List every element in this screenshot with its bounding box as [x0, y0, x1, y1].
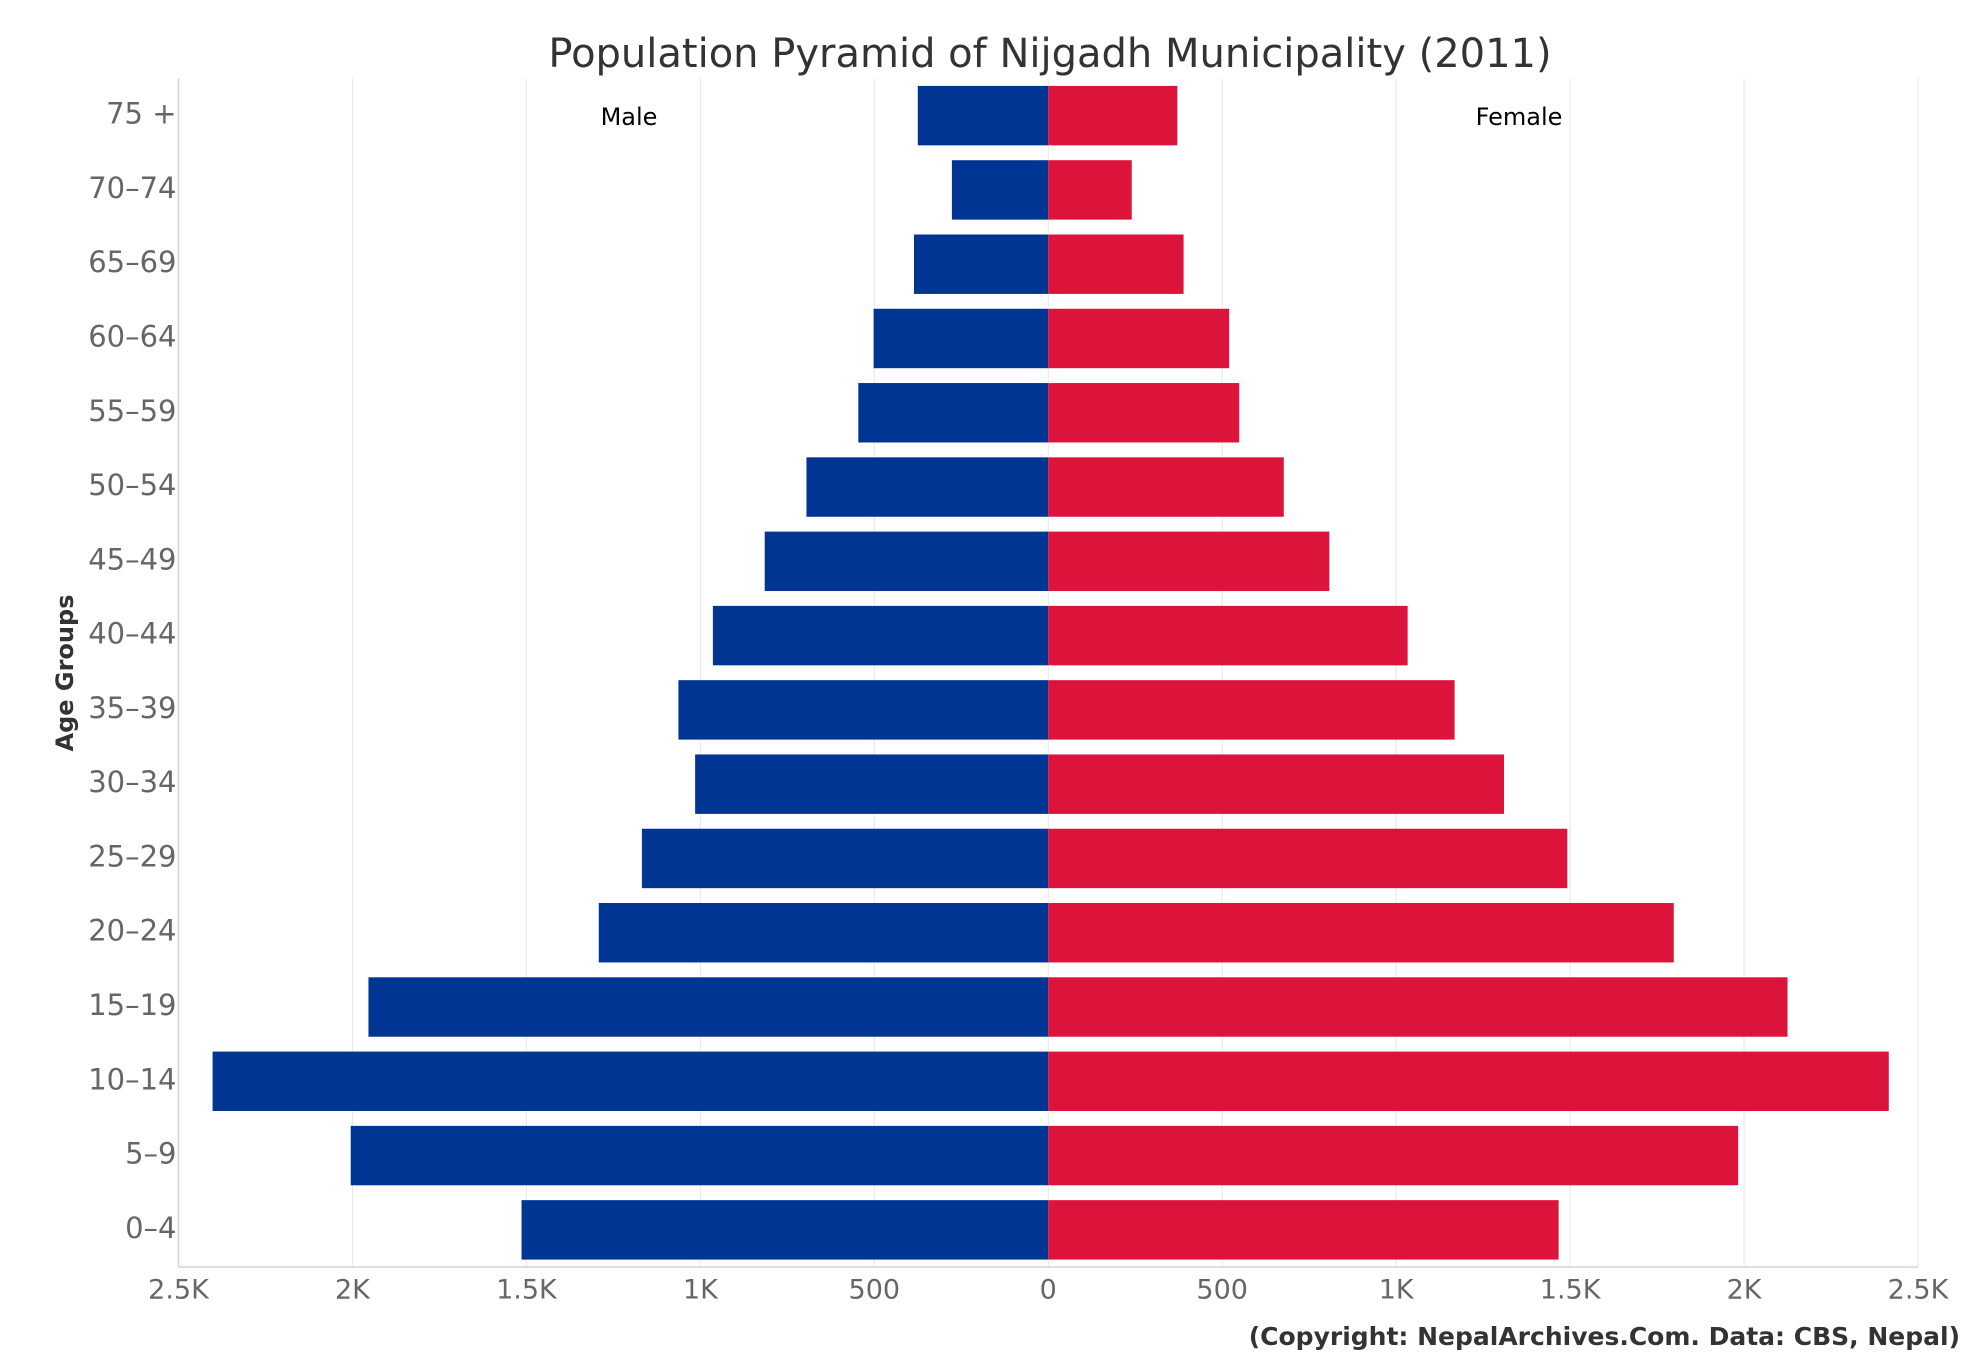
y-tick-label: 35–39 [88, 691, 176, 725]
x-tick-label: 2K [1727, 1275, 1763, 1306]
bar [1048, 605, 1408, 666]
bar [806, 457, 1049, 517]
x-tick-label: 1K [1379, 1275, 1415, 1306]
bar [873, 308, 1049, 369]
bar [1048, 680, 1455, 740]
bar [521, 1200, 1049, 1260]
bar [1048, 1051, 1889, 1112]
y-tick-label: 0–4 [125, 1211, 176, 1245]
bar [598, 903, 1049, 963]
bar [917, 85, 1049, 146]
y-tick-label: 30–34 [88, 765, 176, 799]
y-tick-label: 15–19 [88, 988, 176, 1022]
bar [1048, 754, 1504, 814]
bar [368, 977, 1049, 1037]
y-tick-label: 45–49 [88, 542, 176, 576]
bar [695, 754, 1049, 814]
bar [1048, 1200, 1559, 1260]
bar [1048, 160, 1132, 220]
x-tick-label: 2.5K [148, 1275, 210, 1306]
bar [913, 234, 1049, 294]
bar [212, 1051, 1049, 1112]
series-label: Female [1476, 103, 1563, 131]
x-tick-label: 2K [335, 1275, 371, 1306]
source-note: (Copyright: NepalArchives.Com. Data: CBS… [1249, 1322, 1960, 1351]
bar [641, 828, 1049, 889]
y-tick-label: 20–24 [88, 914, 176, 948]
bar [1048, 531, 1330, 592]
x-tick-label: 1K [683, 1275, 719, 1306]
x-tick-label: 500 [849, 1275, 901, 1306]
y-tick-label: 50–54 [88, 468, 176, 502]
y-tick-label: 70–74 [88, 171, 176, 205]
x-tick-label: 1.5K [1540, 1275, 1602, 1306]
bar [712, 605, 1049, 666]
y-tick-label: 60–64 [88, 319, 176, 353]
bar [951, 160, 1049, 220]
bar [1048, 383, 1240, 443]
x-tick-label: 1.5K [496, 1275, 558, 1306]
y-axis-title: Age Groups [51, 595, 79, 752]
x-tick-label: 500 [1196, 1275, 1248, 1306]
bar [1048, 903, 1674, 963]
y-tick-label: 25–29 [88, 839, 176, 873]
bar [1048, 977, 1788, 1037]
bar [764, 531, 1049, 592]
bar [678, 680, 1049, 740]
bar [1048, 308, 1230, 369]
bar [1048, 828, 1568, 889]
x-tick-label: 0 [1040, 1275, 1057, 1306]
y-tick-label: 10–14 [88, 1062, 176, 1096]
bar [858, 383, 1049, 443]
series-label: Male [601, 103, 658, 131]
y-tick-label: 40–44 [88, 617, 176, 651]
y-tick-label: 55–59 [88, 394, 176, 428]
y-tick-label: 5–9 [125, 1137, 176, 1171]
bar [1048, 85, 1178, 146]
bar [1048, 1125, 1739, 1186]
x-tick-label: 2.5K [1888, 1275, 1950, 1306]
chart-title: Population Pyramid of Nijgadh Municipali… [548, 31, 1551, 77]
bar [1048, 234, 1184, 294]
bar [1048, 457, 1284, 517]
y-tick-label: 75 + [106, 97, 176, 131]
y-tick-label: 65–69 [88, 245, 176, 279]
bar [350, 1125, 1049, 1186]
